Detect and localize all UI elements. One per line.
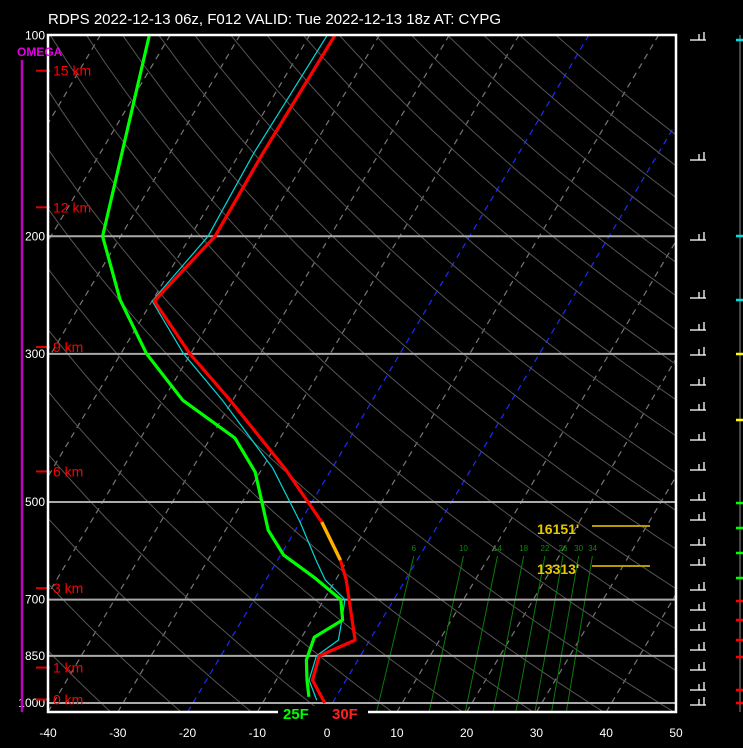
mixing-ratio-label: 18 xyxy=(519,544,528,553)
height-label: 9 km xyxy=(53,339,83,355)
height-label: 12 km xyxy=(53,199,91,215)
mixing-ratio-label: 10 xyxy=(459,544,468,553)
height-label: 1 km xyxy=(53,660,83,676)
pressure-tick-label: 500 xyxy=(25,495,45,509)
surface-dewpoint-label: 25F xyxy=(283,706,309,723)
temp-tick-label: -30 xyxy=(109,726,127,740)
mixing-ratio-label: 34 xyxy=(588,544,597,553)
temp-tick-label: 10 xyxy=(390,726,404,740)
temp-tick-label: 0 xyxy=(324,726,331,740)
temp-tick-label: 20 xyxy=(460,726,474,740)
level-annotation: 13313' xyxy=(537,561,579,577)
temp-tick-label: 50 xyxy=(669,726,683,740)
height-label: 6 km xyxy=(53,463,83,479)
temp-tick-label: 30 xyxy=(530,726,544,740)
temp-tick-label: -20 xyxy=(179,726,197,740)
omega-label: OMEGA xyxy=(17,45,63,59)
height-label: 3 km xyxy=(53,580,83,596)
mixing-ratio-label: 6 xyxy=(412,544,417,553)
height-label: 0 km xyxy=(53,691,83,707)
pressure-tick-label: 300 xyxy=(25,347,45,361)
pressure-tick-label: 850 xyxy=(25,649,45,663)
mixing-ratio-label: 30 xyxy=(574,544,583,553)
mixing-ratio-label: 26 xyxy=(559,544,568,553)
mixing-ratio-label: 22 xyxy=(541,544,550,553)
pressure-tick-label: 200 xyxy=(25,229,45,243)
surface-temp-label: 30F xyxy=(332,706,358,723)
temp-tick-label: -10 xyxy=(249,726,267,740)
pressure-tick-label: 100 xyxy=(25,28,45,42)
chart-title: RDPS 2022-12-13 06z, F012 VALID: Tue 202… xyxy=(48,11,501,28)
temp-tick-label: 40 xyxy=(600,726,614,740)
pressure-tick-label: 700 xyxy=(25,593,45,607)
temp-tick-label: -40 xyxy=(39,726,57,740)
height-label: 15 km xyxy=(53,63,91,79)
level-annotation: 16151' xyxy=(537,521,579,537)
mixing-ratio-label: 14 xyxy=(493,544,502,553)
